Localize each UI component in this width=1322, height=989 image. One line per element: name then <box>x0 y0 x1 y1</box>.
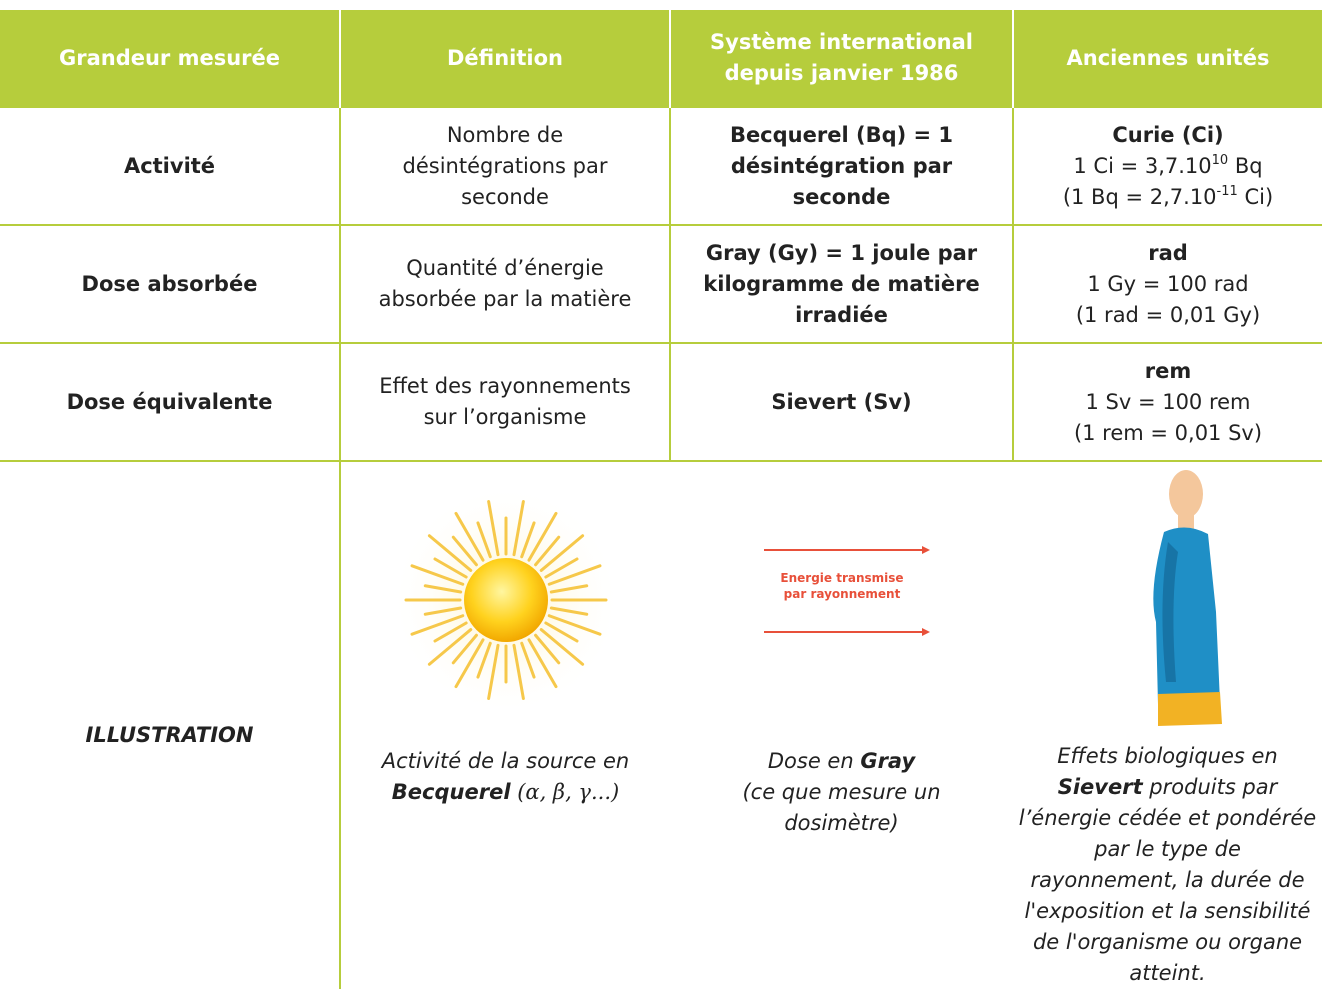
sun-ray <box>520 641 536 679</box>
sun-ray <box>547 614 602 636</box>
old-unit-name: rem <box>1144 358 1192 383</box>
sun-ray <box>476 521 492 559</box>
sun-ray <box>433 557 468 579</box>
sun-ray <box>549 606 589 616</box>
energy-icon: Energie transmise par rayonnement <box>763 546 930 636</box>
si-unit: Gray (Gy) = 1 joule par kilogramme de ma… <box>669 224 1014 344</box>
sun-ray <box>433 621 468 643</box>
inverse: (1 rem = 0,01 Sv) <box>1073 420 1263 445</box>
definition: Nombre de désintégrations par seconde <box>339 106 671 226</box>
figure-text: par rayonnement <box>783 587 900 601</box>
sun-ray <box>410 614 465 636</box>
sun-ray <box>520 521 536 559</box>
si-unit: Becquerel (Bq) = 1 désintégration par se… <box>669 106 1014 226</box>
caption: Activité de la source en Becquerel (α, β… <box>361 746 650 808</box>
row: Dose équivalente Effet des rayonnements … <box>0 342 1322 462</box>
inverse: (1 rad = 0,01 Gy) <box>1075 302 1261 327</box>
sun-ray <box>512 500 525 557</box>
exponent: -11 <box>1216 183 1238 199</box>
sun-ray <box>423 584 463 594</box>
caption-text: (α, β, γ...) <box>510 780 620 804</box>
header-cell: Grandeur mesurée <box>0 10 341 107</box>
sun-ray <box>549 584 589 594</box>
caption-text: (ce que mesure un dosimètre) <box>742 780 941 835</box>
caption: Dose en Gray (ce que mesure un dosimètre… <box>690 746 993 839</box>
conversion: 1 Ci = 3,7.1010 Bq <box>1073 154 1262 178</box>
conversion: 1 Gy = 100 rad <box>1087 271 1249 296</box>
sun-ray <box>487 643 500 700</box>
caption: Effets biologiques en Sievert produits p… <box>1017 741 1318 989</box>
quantity: Activité <box>0 106 341 226</box>
caption-unit: Sievert <box>1057 775 1143 799</box>
caption-text: Dose en <box>767 749 861 773</box>
row: Activité Nombre de désintégrations par s… <box>0 106 1322 226</box>
conversion: 1 Sv = 100 rem <box>1085 389 1251 414</box>
inverse: (1 Bq = 2,7.10-11 Ci) <box>1063 185 1273 209</box>
sun-ray <box>512 643 525 700</box>
caption-unit: Becquerel <box>391 780 511 804</box>
illustration-cell: Effets biologiques en Sievert produits p… <box>1013 461 1322 989</box>
row: Dose absorbée Quantité d’énergie absorbé… <box>0 224 1322 344</box>
sun-ray <box>410 564 465 586</box>
exponent: 10 <box>1211 152 1229 168</box>
illustration-cell: Activité de la source en Becquerel (α, β… <box>340 460 670 989</box>
old-unit-name: Curie (Ci) <box>1112 122 1224 147</box>
figure-text: Energie transmise <box>780 571 903 585</box>
sun-ray <box>527 511 558 562</box>
text: 1 Ci = 3,7.10 <box>1073 153 1212 178</box>
illustration-label: ILLUSTRATION <box>0 460 341 989</box>
sun-ray <box>547 564 602 586</box>
caption-text: produits par l’énergie cédée et pondérée… <box>1018 775 1317 985</box>
sun-ray <box>451 633 478 665</box>
old-unit: Curie (Ci) 1 Ci = 3,7.1010 Bq (1 Bq = 2,… <box>1012 106 1322 226</box>
sun-ray <box>534 633 561 665</box>
sun-ray <box>539 534 585 572</box>
old-unit: rad 1 Gy = 100 rad (1 rad = 0,01 Gy) <box>1012 224 1322 344</box>
sun-icon <box>391 485 621 715</box>
old-unit: rem 1 Sv = 100 rem (1 rem = 0,01 Sv) <box>1012 342 1322 462</box>
sun-ray <box>427 628 473 666</box>
text: Ci) <box>1237 184 1274 209</box>
sun-ray <box>544 621 579 643</box>
caption-text: Activité de la source en <box>381 749 630 773</box>
header-cell: Définition <box>340 10 671 107</box>
header-cell: Système international depuis janvier 198… <box>670 10 1014 107</box>
sun-ray <box>539 628 585 666</box>
quantity: Dose absorbée <box>0 224 341 344</box>
person-icon <box>1152 470 1222 726</box>
text: (1 Bq = 2,7.10 <box>1062 184 1217 209</box>
header-cell: Anciennes unités <box>1013 10 1322 107</box>
sun-ray <box>451 535 478 567</box>
caption-unit: Gray <box>860 749 916 773</box>
sun-ray <box>527 638 558 689</box>
sun-ray <box>454 511 485 562</box>
illustration-row: ILLUSTRATION Activité de la source en Be… <box>0 460 1322 989</box>
sun-ray <box>476 641 492 679</box>
sun-ray <box>427 534 473 572</box>
caption-text: Effets biologiques en <box>1057 744 1278 768</box>
sun-ray <box>487 500 500 557</box>
sun-ray <box>454 638 485 689</box>
header-row: Grandeur mesurée Définition Système inte… <box>0 10 1322 107</box>
units-table: Grandeur mesurée Définition Système inte… <box>0 10 1322 989</box>
definition: Effet des rayonnements sur l’organisme <box>339 342 671 462</box>
sun-ray <box>534 535 561 567</box>
illustration-cell: Energie transmise par rayonnement Dose e… <box>670 460 1013 989</box>
quantity: Dose équivalente <box>0 342 341 462</box>
sun-ray <box>544 557 579 579</box>
si-unit: Sievert (Sv) <box>669 342 1014 462</box>
sun-ray <box>423 606 463 616</box>
definition: Quantité d’énergie absorbée par la matiè… <box>339 224 671 344</box>
text: Bq <box>1228 153 1263 178</box>
old-unit-name: rad <box>1148 240 1188 265</box>
